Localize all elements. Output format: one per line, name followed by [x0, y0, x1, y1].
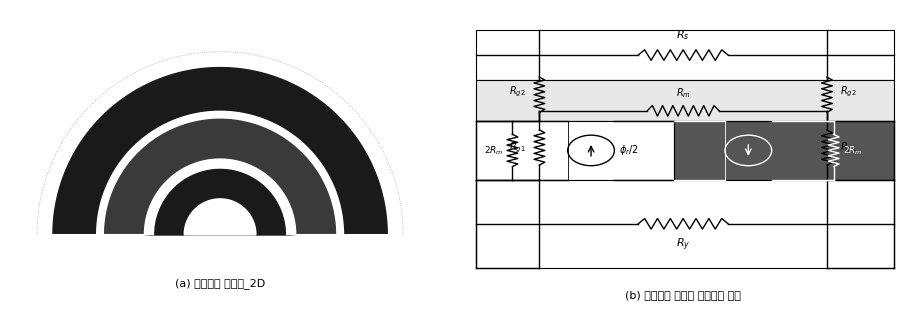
Polygon shape — [145, 159, 295, 235]
Polygon shape — [53, 68, 387, 235]
Text: (a) 슬롯리스 전동기_2D: (a) 슬롯리스 전동기_2D — [175, 278, 265, 289]
Text: $R_y$: $R_y$ — [676, 237, 691, 253]
Text: $2R_m$: $2R_m$ — [843, 144, 862, 157]
Text: $R_m$: $R_m$ — [676, 86, 691, 100]
Polygon shape — [155, 169, 285, 235]
Text: $R_{g1}$: $R_{g1}$ — [509, 140, 526, 155]
Text: $R_{g2}$: $R_{g2}$ — [509, 85, 526, 99]
Bar — [477, 80, 894, 121]
Polygon shape — [105, 119, 336, 235]
Bar — [477, 30, 894, 80]
Bar — [477, 121, 674, 180]
Text: $R_{g2}$: $R_{g2}$ — [841, 85, 857, 99]
Bar — [477, 180, 894, 268]
Polygon shape — [96, 111, 344, 235]
Text: $R_{g1}$: $R_{g1}$ — [841, 140, 857, 155]
Polygon shape — [184, 199, 256, 235]
Text: $2R_m$: $2R_m$ — [483, 144, 503, 157]
Text: $\phi_r/2$: $\phi_r/2$ — [619, 144, 638, 158]
Bar — [674, 121, 894, 180]
Text: (b) 슬롯리스 전동기 자기등가 회로: (b) 슬롯리스 전동기 자기등가 회로 — [625, 290, 741, 300]
Text: $R_s$: $R_s$ — [677, 28, 690, 42]
